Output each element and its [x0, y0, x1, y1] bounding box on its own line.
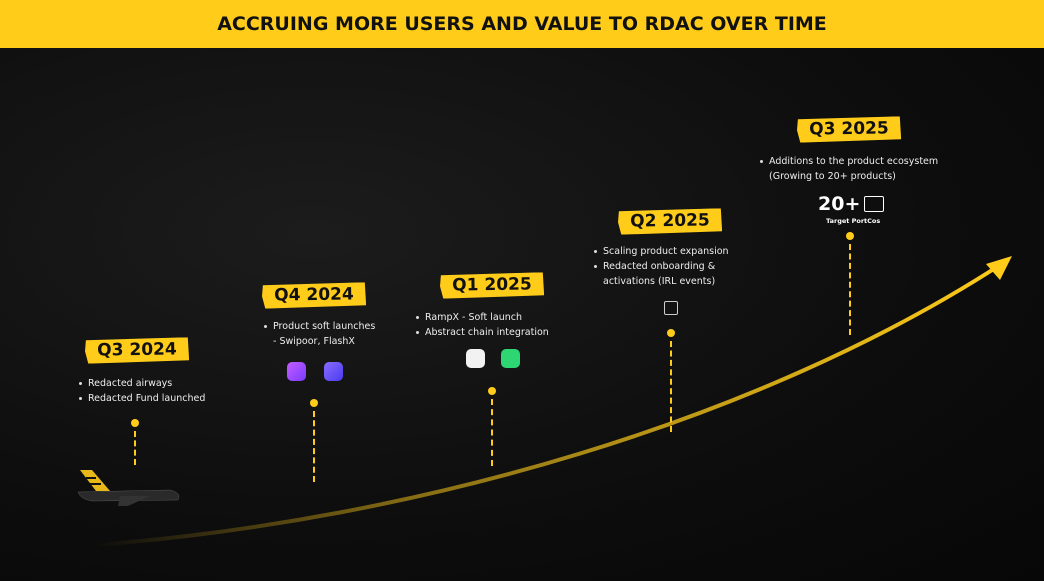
arrow-head	[986, 256, 1012, 280]
curve-line	[94, 263, 1002, 547]
timeline-dash	[313, 411, 315, 482]
timeline-dot	[131, 419, 139, 427]
product-icon	[466, 349, 485, 368]
stat-value: 20+	[818, 193, 861, 215]
milestone-label: Q3 2025	[797, 116, 901, 142]
milestone-label: Q3 2024	[85, 337, 189, 363]
timeline-dot	[488, 387, 496, 395]
stat-caption: Target PortCos	[826, 217, 881, 225]
bullet-text: Additions to the product ecosystem	[759, 154, 938, 169]
timeline-dash	[849, 244, 851, 335]
bullet-text: - Swipoor, FlashX	[273, 336, 355, 347]
bullet-text: Redacted airways	[78, 376, 205, 391]
bullet-text: activations (IRL events)	[603, 276, 716, 287]
timeline-dot	[846, 232, 854, 240]
bullet-text: Product soft launches	[263, 319, 375, 334]
milestone-label: Q2 2025	[618, 208, 722, 234]
milestone-label: Q1 2025	[440, 272, 544, 298]
bullet-text: Scaling product expansion	[593, 244, 729, 259]
expand-icon	[664, 301, 678, 315]
bullet-list: Scaling product expansion Redacted onboar…	[593, 244, 729, 289]
bullet-text: RampX - Soft launch	[415, 310, 549, 325]
header-title: ACCRUING MORE USERS AND VALUE TO RDAC OV…	[0, 0, 1044, 48]
bullet-text: (Growing to 20+ products)	[769, 171, 896, 182]
bullet-text: Abstract chain integration	[415, 325, 549, 340]
timeline-dot	[310, 399, 318, 407]
bullet-list: Product soft launches - Swipoor, FlashX	[263, 319, 375, 349]
timeline-dot	[667, 329, 675, 337]
timeline-dash	[134, 431, 136, 465]
bullet-list: Redacted airways Redacted Fund launched	[78, 376, 205, 406]
product-icon	[501, 349, 520, 368]
product-icon	[287, 362, 306, 381]
bullet-text: Redacted onboarding &	[593, 259, 729, 274]
timeline-dash	[491, 399, 493, 466]
product-icon	[324, 362, 343, 381]
timeline-dash	[670, 341, 672, 432]
airplane	[77, 470, 180, 506]
stat-icon	[864, 196, 884, 212]
bullet-list: Additions to the product ecosystem (Growi…	[759, 154, 938, 184]
bullet-list: RampX - Soft launch Abstract chain integr…	[415, 310, 549, 340]
bullet-text: Redacted Fund launched	[78, 391, 205, 406]
milestone-label: Q4 2024	[262, 282, 366, 308]
